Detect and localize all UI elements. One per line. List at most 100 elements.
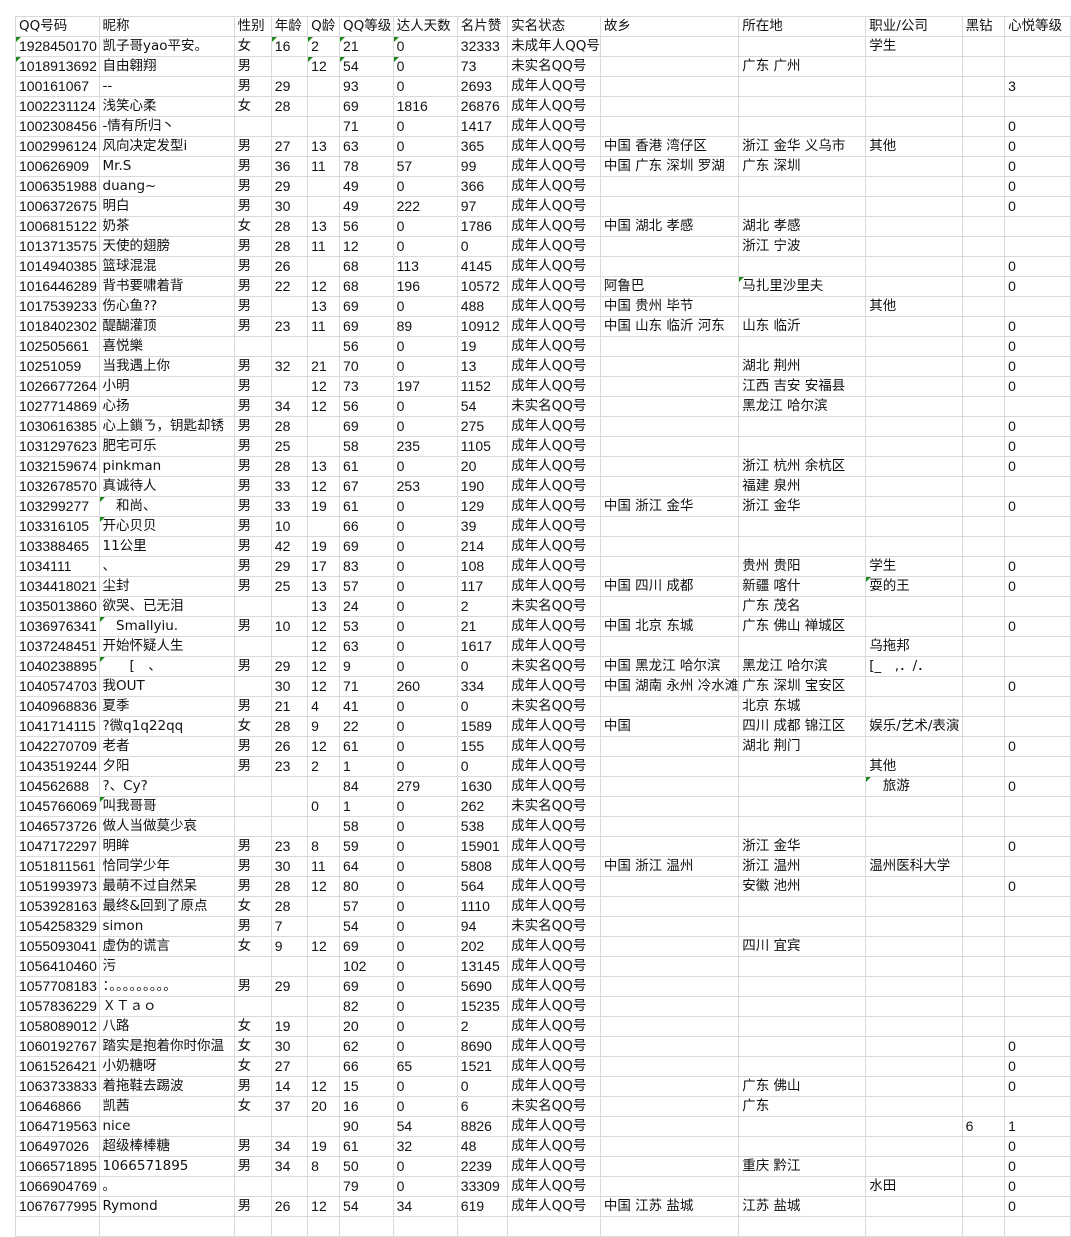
cell-realname-status[interactable]: 成年人QQ号	[507, 1136, 601, 1157]
cell-gender[interactable]: 男	[233, 416, 272, 437]
cell-expert-days[interactable]: 0	[392, 716, 458, 737]
cell-occupation[interactable]: 水田	[865, 1176, 963, 1197]
cell-xinyue-level[interactable]	[1004, 896, 1071, 917]
cell-black-diamond[interactable]	[961, 776, 1006, 797]
cell-realname-status[interactable]	[507, 1216, 601, 1237]
cell-hometown[interactable]	[599, 336, 740, 357]
cell-gender[interactable]: 男	[233, 856, 272, 877]
cell-realname-status[interactable]: 成年人QQ号	[507, 176, 601, 197]
cell-q-age[interactable]: 2	[307, 756, 341, 777]
cell-card-likes[interactable]: 538	[456, 816, 509, 837]
cell-black-diamond[interactable]	[961, 436, 1006, 457]
cell-gender[interactable]: 女	[233, 36, 272, 57]
cell-realname-status[interactable]: 成年人QQ号	[507, 896, 601, 917]
cell-nickname[interactable]: 恰同学少年	[98, 856, 235, 877]
cell-nickname[interactable]: 超级棒棒糖	[98, 1136, 235, 1157]
cell-q-age[interactable]: 20	[307, 1096, 341, 1117]
cell-qq-level[interactable]: 69	[339, 416, 394, 437]
cell-expert-days[interactable]: 0	[392, 976, 458, 997]
cell-card-likes[interactable]: 8690	[456, 1036, 509, 1057]
cell-black-diamond[interactable]	[961, 896, 1006, 917]
cell-nickname[interactable]: 明眸	[98, 836, 235, 857]
cell-qq-level[interactable]: 82	[339, 996, 394, 1017]
cell-location[interactable]	[738, 1136, 867, 1157]
cell-black-diamond[interactable]	[961, 76, 1006, 97]
cell-expert-days[interactable]	[392, 1216, 458, 1237]
cell-q-age[interactable]: 12	[307, 736, 341, 757]
cell-occupation[interactable]	[865, 516, 963, 537]
cell-xinyue-level[interactable]: 0	[1004, 496, 1071, 517]
cell-gender[interactable]: 男	[233, 276, 272, 297]
cell-q-age[interactable]: 17	[307, 556, 341, 577]
cell-occupation[interactable]: 其他	[865, 756, 963, 777]
cell-expert-days[interactable]: 253	[392, 476, 458, 497]
cell-xinyue-level[interactable]	[1004, 916, 1071, 937]
cell-black-diamond[interactable]	[961, 716, 1006, 737]
cell-xinyue-level[interactable]: 0	[1004, 1156, 1071, 1177]
cell-hometown[interactable]	[599, 396, 740, 417]
cell-xinyue-level[interactable]	[1004, 1016, 1071, 1037]
cell-occupation[interactable]	[865, 396, 963, 417]
cell-occupation[interactable]	[865, 1216, 963, 1237]
cell-hometown[interactable]: 中国 山东 临沂 河东	[599, 316, 740, 337]
cell-age[interactable]: 28	[270, 716, 309, 737]
cell-expert-days[interactable]: 0	[392, 556, 458, 577]
cell-occupation[interactable]	[865, 836, 963, 857]
cell-nickname[interactable]: simon	[98, 916, 235, 937]
cell-hometown[interactable]	[599, 1156, 740, 1177]
cell-qq-number[interactable]: 1053928163	[15, 896, 100, 917]
cell-realname-status[interactable]: 成年人QQ号	[507, 516, 601, 537]
cell-expert-days[interactable]: 0	[392, 396, 458, 417]
cell-expert-days[interactable]: 0	[392, 836, 458, 857]
cell-hometown[interactable]	[599, 876, 740, 897]
cell-qq-number[interactable]: 1055093041	[15, 936, 100, 957]
cell-occupation[interactable]	[865, 96, 963, 117]
cell-xinyue-level[interactable]: 0	[1004, 256, 1071, 277]
cell-age[interactable]: 28	[270, 416, 309, 437]
cell-qq-level[interactable]: 80	[339, 876, 394, 897]
cell-occupation[interactable]	[865, 596, 963, 617]
cell-nickname[interactable]: 夕阳	[98, 756, 235, 777]
cell-location[interactable]	[738, 776, 867, 797]
cell-xinyue-level[interactable]: 0	[1004, 1136, 1071, 1157]
cell-realname-status[interactable]: 成年人QQ号	[507, 836, 601, 857]
cell-location[interactable]: 四川 宜宾	[738, 936, 867, 957]
cell-q-age[interactable]: 13	[307, 216, 341, 237]
cell-nickname[interactable]: 开始怀疑人生	[98, 636, 235, 657]
cell-realname-status[interactable]: 未实名QQ号	[507, 916, 601, 937]
cell-gender[interactable]	[233, 1216, 272, 1237]
cell-hometown[interactable]: 中国 广东 深圳 罗湖	[599, 156, 740, 177]
cell-age[interactable]: 9	[270, 936, 309, 957]
cell-qq-number[interactable]: 1061526421	[15, 1056, 100, 1077]
cell-qq-number[interactable]: 1058089012	[15, 1016, 100, 1037]
cell-black-diamond[interactable]	[961, 416, 1006, 437]
cell-q-age[interactable]: 13	[307, 576, 341, 597]
cell-age[interactable]: 26	[270, 736, 309, 757]
cell-black-diamond[interactable]	[961, 116, 1006, 137]
cell-nickname[interactable]: 做人当做莫少哀	[98, 816, 235, 837]
cell-gender[interactable]: 女	[233, 1016, 272, 1037]
cell-card-likes[interactable]: 1105	[456, 436, 509, 457]
cell-q-age[interactable]: 2	[307, 36, 341, 57]
cell-qq-level[interactable]: 58	[339, 816, 394, 837]
cell-xinyue-level[interactable]	[1004, 996, 1071, 1017]
cell-card-likes[interactable]: 33309	[456, 1176, 509, 1197]
cell-age[interactable]: 21	[270, 696, 309, 717]
cell-location[interactable]: 广东	[738, 1096, 867, 1117]
cell-age[interactable]: 37	[270, 1096, 309, 1117]
cell-expert-days[interactable]: 0	[392, 56, 458, 77]
cell-xinyue-level[interactable]: 0	[1004, 556, 1071, 577]
cell-qq-number[interactable]: 1040238895	[15, 656, 100, 677]
cell-age[interactable]	[270, 1216, 309, 1237]
cell-location[interactable]: 重庆 黔江	[738, 1156, 867, 1177]
cell-location[interactable]: 福建 泉州	[738, 476, 867, 497]
cell-qq-level[interactable]: 83	[339, 556, 394, 577]
cell-realname-status[interactable]: 成年人QQ号	[507, 956, 601, 977]
cell-qq-level[interactable]: 78	[339, 156, 394, 177]
cell-qq-number[interactable]: 1032678570	[15, 476, 100, 497]
cell-qq-number[interactable]: 1057708183	[15, 976, 100, 997]
cell-nickname[interactable]: --	[98, 76, 235, 97]
cell-xinyue-level[interactable]	[1004, 236, 1071, 257]
cell-hometown[interactable]: 中国 贵州 毕节	[599, 296, 740, 317]
cell-nickname[interactable]: 凯茜	[98, 1096, 235, 1117]
